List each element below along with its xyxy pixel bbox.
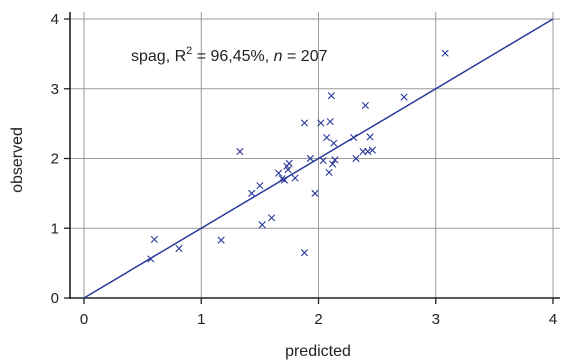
data-point	[217, 236, 225, 244]
x-tick-label: 2	[314, 311, 322, 328]
data-point	[256, 182, 264, 190]
data-point	[323, 133, 331, 142]
y-tick-label: 0	[51, 290, 59, 307]
data-point	[361, 101, 369, 110]
y-tick-labels: 0 1 2 3 4	[51, 11, 59, 307]
y-tick-label: 2	[51, 151, 59, 168]
data-point	[300, 249, 309, 257]
y-tick-label: 1	[51, 220, 59, 237]
data-point	[311, 189, 319, 197]
data-point	[268, 214, 276, 222]
annotation-middle: = 96,45%,	[192, 48, 273, 65]
annotation-suffix: = 207	[283, 48, 328, 65]
data-point	[285, 159, 293, 167]
data-point	[441, 49, 449, 57]
data-point	[317, 119, 325, 127]
data-point	[400, 93, 408, 101]
data-point	[326, 117, 334, 126]
annotation-n-symbol: n	[274, 48, 283, 65]
data-point	[330, 139, 338, 147]
y-tick-label: 3	[51, 81, 59, 98]
data-point	[236, 147, 244, 156]
annotation: spag, R2 = 96,45%, n = 207	[131, 45, 328, 65]
data-point	[275, 169, 283, 177]
data-point	[364, 147, 372, 156]
data-point	[328, 160, 337, 168]
x-axis-title: predicted	[285, 343, 351, 360]
data-point	[327, 92, 335, 100]
data-point	[319, 157, 327, 165]
data-point	[284, 166, 292, 174]
y-axis-title: observed	[9, 127, 26, 193]
data-point	[331, 156, 339, 164]
annotation-superscript: 2	[186, 45, 192, 57]
data-point	[175, 244, 183, 253]
data-point	[248, 189, 256, 197]
x-tick-label: 0	[80, 311, 88, 328]
data-point	[368, 146, 377, 154]
data-point	[147, 255, 155, 263]
data-points	[147, 49, 449, 263]
x-tick-label: 4	[549, 311, 557, 328]
data-point	[350, 133, 358, 142]
data-point	[300, 119, 309, 127]
data-point	[306, 154, 314, 163]
data-point	[352, 154, 360, 163]
x-tick-label: 1	[197, 311, 205, 328]
data-point	[366, 133, 374, 141]
axes	[64, 12, 560, 304]
y-tick-label: 4	[51, 11, 59, 28]
data-point	[291, 174, 299, 182]
fit-line	[83, 18, 554, 299]
fit-line-group	[83, 18, 554, 299]
annotation-prefix: spag, R	[131, 48, 186, 65]
data-point	[258, 221, 266, 229]
x-tick-label: 3	[432, 311, 440, 328]
data-point	[280, 176, 289, 184]
x-tick-labels: 0 1 2 3 4	[80, 311, 557, 328]
data-point	[325, 168, 333, 177]
data-point	[150, 235, 158, 243]
